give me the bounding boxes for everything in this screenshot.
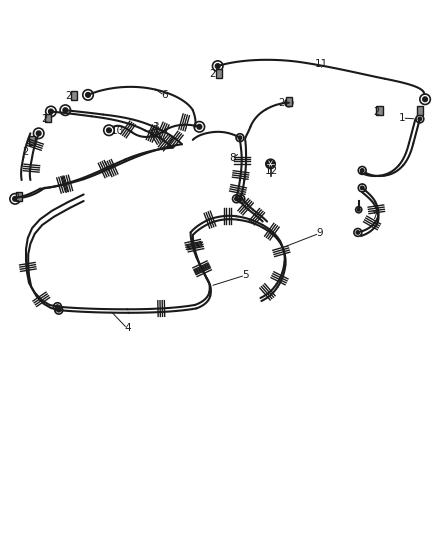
Text: 10: 10 <box>111 126 124 136</box>
FancyBboxPatch shape <box>29 136 35 145</box>
Text: 7: 7 <box>371 211 377 221</box>
Circle shape <box>238 136 242 140</box>
Circle shape <box>423 97 427 102</box>
Circle shape <box>49 109 53 114</box>
Circle shape <box>13 197 18 201</box>
Circle shape <box>197 124 202 129</box>
Text: 4: 4 <box>124 324 131 334</box>
Circle shape <box>287 101 291 104</box>
Text: 2: 2 <box>278 98 285 108</box>
FancyBboxPatch shape <box>376 106 383 115</box>
FancyBboxPatch shape <box>71 91 78 100</box>
Text: 11: 11 <box>315 59 328 69</box>
Text: 9: 9 <box>316 228 323 238</box>
Text: 2: 2 <box>65 91 71 101</box>
FancyBboxPatch shape <box>216 69 222 78</box>
Text: 2: 2 <box>41 114 47 124</box>
Circle shape <box>360 186 364 190</box>
Circle shape <box>418 117 422 120</box>
Circle shape <box>266 159 276 169</box>
Circle shape <box>356 231 360 234</box>
Text: 2: 2 <box>209 69 215 79</box>
Circle shape <box>215 64 220 68</box>
Circle shape <box>57 309 60 312</box>
Circle shape <box>36 131 41 136</box>
FancyBboxPatch shape <box>417 106 423 115</box>
Circle shape <box>56 305 59 309</box>
Text: 1: 1 <box>399 113 406 123</box>
FancyBboxPatch shape <box>16 192 22 201</box>
Text: 5: 5 <box>242 270 248 280</box>
Circle shape <box>360 168 364 172</box>
Text: 3: 3 <box>152 122 159 132</box>
Text: 2: 2 <box>13 192 19 203</box>
Text: 12: 12 <box>265 166 278 176</box>
Text: 6: 6 <box>161 91 168 100</box>
Circle shape <box>239 197 243 200</box>
Text: 8: 8 <box>229 153 235 163</box>
Circle shape <box>86 93 90 97</box>
Circle shape <box>357 208 360 211</box>
Circle shape <box>63 108 67 112</box>
Circle shape <box>235 197 238 200</box>
Circle shape <box>106 128 111 133</box>
Text: 2: 2 <box>22 147 29 157</box>
FancyBboxPatch shape <box>286 97 292 106</box>
FancyBboxPatch shape <box>45 114 51 123</box>
Text: 2: 2 <box>373 107 379 117</box>
